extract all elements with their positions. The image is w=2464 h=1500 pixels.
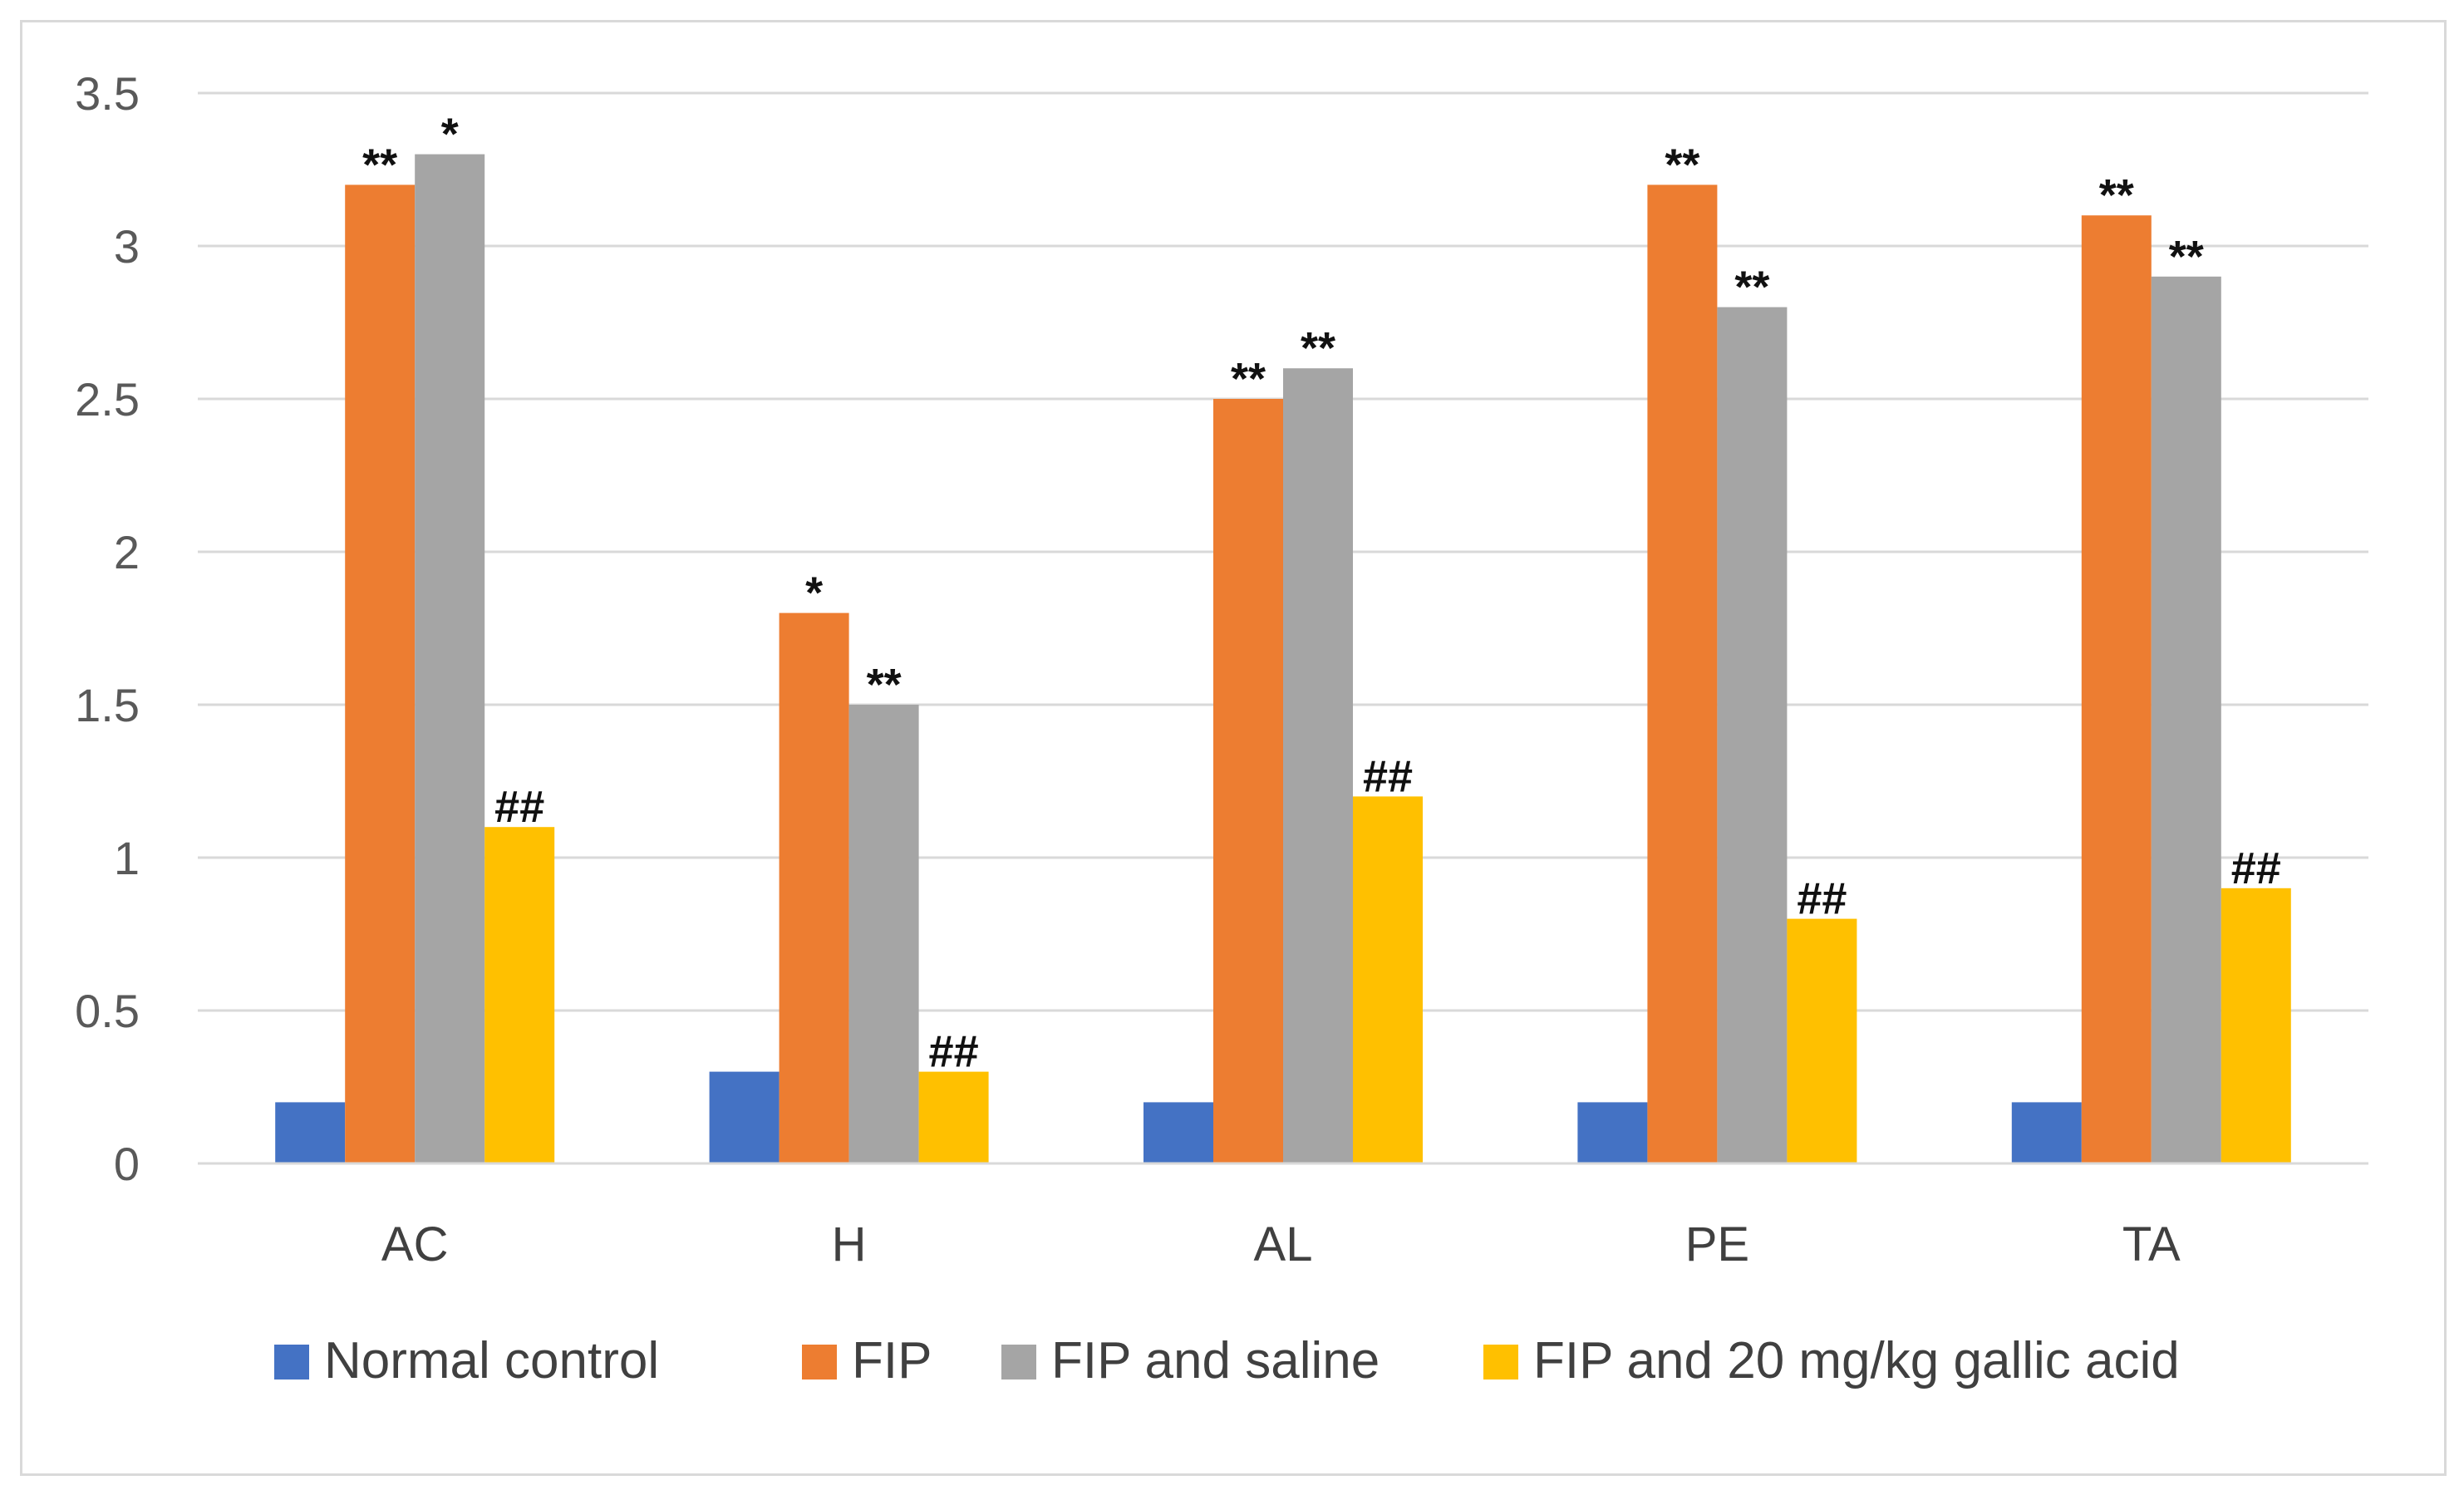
bar-normal-control-pe [1577, 1102, 1648, 1163]
bar-normal-control-ta [2011, 1102, 2082, 1163]
bar-fip-and-saline-h [848, 705, 919, 1163]
legend-label: FIP and saline [1051, 1332, 1380, 1389]
bar-normal-control-al [1143, 1102, 1213, 1163]
significance-label: ** [362, 140, 397, 189]
y-tick-label: 1.5 [75, 679, 140, 731]
x-tick-label: PE [1685, 1217, 1749, 1271]
bar-fip-ta [2081, 215, 2152, 1164]
bar-fip-and-20-mgkg-gallic-acid-ac [484, 827, 555, 1163]
bar-normal-control-ac [275, 1102, 346, 1163]
bar-fip-and-saline-ac [415, 154, 485, 1164]
bar-fip-and-20-mgkg-gallic-acid-al [1353, 796, 1423, 1163]
significance-label: ## [1363, 751, 1413, 801]
significance-label: ** [1734, 263, 1769, 312]
bar-fip-ac [345, 184, 416, 1163]
bar-fip-and-20-mgkg-gallic-acid-ta [2221, 888, 2291, 1163]
y-tick-label: 3.5 [75, 67, 140, 120]
significance-label: ** [867, 660, 902, 710]
y-tick-label: 3 [114, 220, 140, 273]
x-tick-label: AC [381, 1217, 449, 1271]
significance-label: ## [2231, 843, 2281, 893]
significance-label: * [441, 110, 459, 160]
significance-label: ## [1797, 874, 1847, 924]
legend-swatch [1483, 1345, 1518, 1380]
legend-swatch [1001, 1345, 1036, 1380]
significance-label: ** [2099, 170, 2134, 220]
y-tick-label: 0 [114, 1138, 140, 1190]
legend-swatch [802, 1345, 837, 1380]
bar-fip-and-saline-pe [1717, 307, 1788, 1164]
bar-fip-and-20-mgkg-gallic-acid-h [918, 1071, 989, 1163]
bar-fip-and-saline-ta [2151, 276, 2221, 1163]
legend-label: FIP [852, 1332, 932, 1389]
significance-label: * [805, 568, 823, 618]
x-tick-label: H [832, 1217, 867, 1271]
significance-label: ** [1231, 354, 1266, 404]
bar-fip-pe [1647, 184, 1718, 1163]
bar-fip-and-20-mgkg-gallic-acid-pe [1787, 918, 1857, 1163]
bar-fip-h [779, 612, 849, 1163]
bar-fip-al [1213, 399, 1283, 1163]
y-tick-label: 2 [114, 526, 140, 578]
significance-label: ** [1301, 323, 1335, 373]
y-tick-label: 0.5 [75, 985, 140, 1037]
y-tick-label: 1 [114, 832, 140, 884]
legend-swatch [274, 1345, 309, 1380]
bar-normal-control-h [709, 1071, 780, 1163]
significance-label: ** [2169, 232, 2204, 282]
bar-fip-and-saline-al [1283, 368, 1353, 1163]
x-tick-label: TA [2122, 1217, 2181, 1271]
significance-label: ## [494, 782, 544, 832]
legend-label: Normal control [324, 1332, 659, 1389]
y-tick-label: 2.5 [75, 373, 140, 425]
x-tick-label: AL [1254, 1217, 1313, 1271]
significance-label: ** [1665, 140, 1699, 189]
legend-label: FIP and 20 mg/kg gallic acid [1533, 1332, 2180, 1389]
significance-label: ## [929, 1027, 979, 1077]
